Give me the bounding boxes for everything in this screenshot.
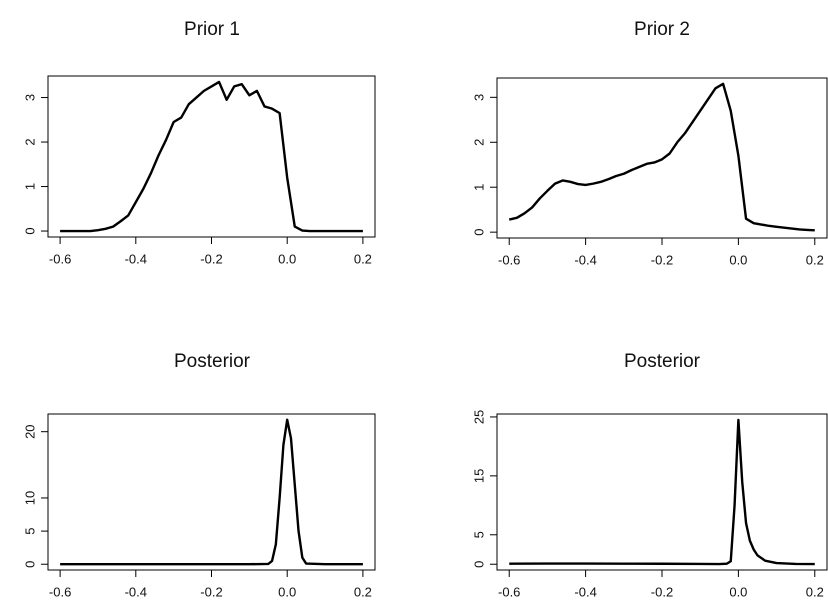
panel-title: Prior 1 [184,19,240,40]
y-tick-label: 2 [471,139,486,146]
y-tick-label: 0 [471,229,486,236]
plot-frame [47,75,376,238]
y-tick-label: 20 [22,424,37,438]
y-tick-label: 0 [22,227,37,234]
y-tick-label: 1 [22,183,37,190]
x-tick-label: -0.4 [574,252,596,267]
panel-title: Posterior [174,351,251,372]
panel: Posterior -0.6 -0.4 -0.2 0.0 0.2 0 5 15 25 [471,351,828,599]
y-tick-label: 25 [471,410,486,424]
y-tick-label: 0 [471,561,486,568]
x-tick-label: 0.0 [729,584,747,599]
y-tick-label: 2 [22,138,37,145]
x-tick-label: -0.6 [49,584,71,599]
x-tick-label: -0.4 [125,584,147,599]
y-tick-label: 1 [471,184,486,191]
panel-title: Posterior [624,351,701,372]
density-line [60,80,363,233]
x-tick-label: 0.0 [278,251,296,266]
panel: Posterior -0.6 -0.4 -0.2 0.0 0.2 0 5 10 20 [22,351,376,599]
x-tick-label: -0.2 [651,252,673,267]
x-tick-label: -0.6 [498,584,520,599]
x-tick-label: 0.2 [354,251,372,266]
density-line [509,418,815,566]
x-tick-label: 0.0 [729,252,747,267]
y-tick-label: 5 [471,531,486,538]
y-tick-label: 0 [22,561,37,568]
x-tick-label: 0.2 [806,252,824,267]
x-tick-label: -0.6 [498,252,520,267]
y-tick-label: 5 [22,527,37,534]
panel: Prior 2 -0.6 -0.4 -0.2 0.0 0.2 0 1 2 3 [471,19,828,267]
panel: Prior 1 -0.6 -0.4 -0.2 0.0 0.2 0 1 2 3 [22,19,376,266]
plot-frame [496,413,828,571]
x-tick-label: -0.4 [125,251,147,266]
y-tick-label: 3 [471,94,486,101]
x-tick-label: -0.2 [651,584,673,599]
y-tick-label: 10 [22,491,37,505]
panel-title: Prior 2 [634,19,690,40]
x-tick-label: -0.6 [49,251,71,266]
density-line [508,82,815,232]
y-tick-label: 15 [471,469,486,483]
plot-frame [47,413,376,571]
x-tick-label: -0.2 [200,584,222,599]
x-tick-label: -0.4 [574,584,596,599]
x-tick-label: 0.2 [354,584,372,599]
x-tick-label: -0.2 [200,251,222,266]
y-tick-label: 3 [22,94,37,101]
density-line [60,418,363,566]
x-tick-label: 0.2 [806,584,824,599]
x-tick-label: 0.0 [278,584,296,599]
